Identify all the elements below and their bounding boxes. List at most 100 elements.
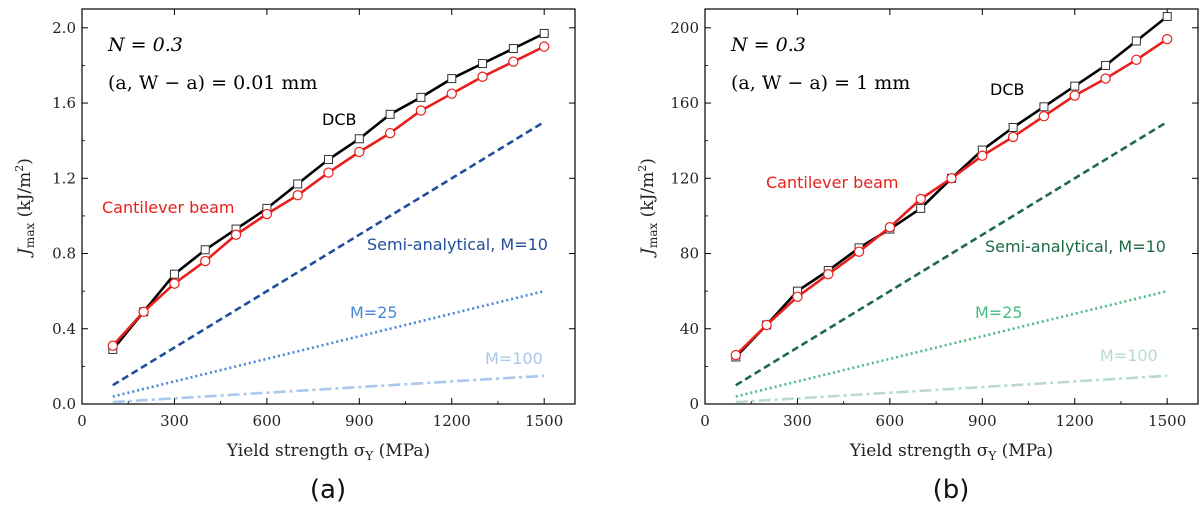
- x-axis-label: Yield strength σY (MPa): [849, 441, 1053, 463]
- cantilever-marker: [446, 88, 457, 99]
- dcb-marker: [354, 134, 364, 144]
- y-tick-label: 0.8: [52, 245, 76, 263]
- dcb-marker: [916, 203, 926, 213]
- panel-caption: (a): [310, 475, 346, 505]
- plot-frame: [704, 8, 1199, 405]
- dcb-marker: [1008, 123, 1018, 132]
- cantilever-marker: [946, 173, 957, 184]
- cantilever-marker: [1100, 73, 1111, 84]
- series-line-semi-analytical-m-10: [112, 120, 545, 387]
- cantilever-marker: [538, 41, 550, 52]
- cantilever-marker: [508, 56, 519, 67]
- y-tick-label: 120: [670, 169, 699, 187]
- cantilever-marker: [107, 340, 119, 351]
- annotation-n: N = 0.3: [730, 34, 806, 56]
- y-tick-label: 1.2: [52, 169, 76, 187]
- cantilever-marker: [354, 146, 365, 158]
- cantilever-marker: [323, 167, 334, 178]
- annotation-n: N = 0.3: [107, 34, 183, 56]
- x-tick-label: 900: [968, 412, 997, 430]
- series-label: M=25: [350, 303, 398, 322]
- x-tick-label: 600: [876, 412, 905, 430]
- dcb-marker: [200, 245, 210, 255]
- cantilever-marker: [292, 190, 303, 201]
- dcb-marker: [1131, 36, 1141, 46]
- x-tick-label: 1500: [1148, 412, 1186, 430]
- cantilever-marker: [1069, 90, 1080, 101]
- x-tick-label: 300: [783, 412, 812, 430]
- y-tick-label: 200: [670, 19, 699, 37]
- dcb-marker: [1070, 81, 1080, 91]
- cantilever-marker: [200, 255, 211, 267]
- series-line-m-100: [735, 374, 1168, 404]
- cantilever-marker: [138, 306, 149, 318]
- chart-panel-a: 0 300 600 900 1200 1500 0.0 0.4 0.8 1.2 1.6 2.0 Yiel…: [13, 8, 576, 505]
- cantilever-marker: [853, 246, 865, 257]
- series-label: M=100: [485, 349, 543, 368]
- dcb-marker: [416, 92, 426, 102]
- y-tick-label: 40: [680, 320, 699, 338]
- x-tick-label: 1200: [433, 412, 471, 430]
- cantilever-marker: [884, 221, 896, 233]
- x-axis-label: Yield strength σY (MPa): [226, 441, 430, 463]
- cantilever-marker: [730, 349, 742, 361]
- x-tick-label: 0: [77, 412, 87, 430]
- x-tick-label: 1500: [525, 412, 563, 430]
- x-tick-label: 600: [253, 412, 282, 430]
- panel-caption: (b): [933, 475, 970, 505]
- cantilever-marker: [977, 150, 988, 161]
- series-label: DCB: [322, 110, 356, 129]
- y-tick-label: 80: [680, 245, 699, 263]
- series-label: M=100: [1100, 346, 1158, 365]
- dcb-marker: [478, 59, 488, 69]
- plot-frame: [81, 8, 576, 405]
- cantilever-marker: [1038, 111, 1050, 122]
- chart-panel-b: 0 300 600 900 1200 1500 0 40 80 120 160 200 Yield st…: [636, 8, 1199, 505]
- cantilever-marker: [261, 208, 273, 220]
- y-tick-label: 1.6: [52, 94, 76, 112]
- x-tick-label: 900: [345, 412, 374, 430]
- cantilever-marker: [384, 127, 396, 139]
- cantilever-marker: [792, 291, 803, 302]
- y-tick-label: 0: [689, 395, 699, 413]
- annotation-size: (a, W − a) = 1 mm: [731, 72, 910, 94]
- series-label: Cantilever beam: [102, 198, 235, 217]
- cantilever-marker: [169, 278, 180, 289]
- dcb-marker: [539, 28, 549, 38]
- series-line-semi-analytical-m-10: [735, 120, 1168, 387]
- dcb-marker: [293, 179, 303, 189]
- y-tick-label: 0.4: [52, 320, 76, 338]
- cantilever-marker: [1161, 33, 1173, 45]
- cantilever-marker: [415, 105, 427, 116]
- series-label: M=25: [975, 303, 1023, 322]
- dcb-marker: [324, 154, 333, 164]
- cantilever-marker: [823, 269, 834, 280]
- x-tick-label: 0: [700, 412, 710, 430]
- cantilever-marker: [477, 71, 488, 82]
- dcb-marker: [1039, 102, 1049, 112]
- dcb-marker: [1101, 60, 1111, 70]
- y-axis-label: Jmax (kJ/m2): [636, 158, 660, 258]
- dcb-marker: [508, 44, 518, 53]
- y-tick-label: 160: [670, 94, 699, 112]
- y-tick-label: 2.0: [52, 19, 76, 37]
- cantilever-marker: [761, 319, 772, 331]
- series-label: DCB: [990, 80, 1024, 99]
- series-line-m-25: [112, 289, 545, 398]
- dcb-marker: [1162, 12, 1172, 22]
- x-tick-label: 1200: [1056, 412, 1094, 430]
- annotation-size: (a, W − a) = 0.01 mm: [108, 72, 317, 94]
- cantilever-marker: [230, 229, 242, 240]
- x-tick-label: 300: [160, 412, 189, 430]
- cantilever-marker: [915, 193, 926, 205]
- dcb-marker: [447, 74, 457, 84]
- series-label: Semi-analytical, M=10: [367, 235, 548, 254]
- series-line-m-100: [112, 374, 545, 404]
- cantilever-marker: [1007, 131, 1019, 143]
- y-tick-label: 0.0: [52, 395, 76, 413]
- dcb-marker: [385, 109, 395, 119]
- dcb-marker: [169, 269, 179, 279]
- series-line-m-25: [735, 289, 1168, 398]
- series-label: Cantilever beam: [766, 173, 899, 192]
